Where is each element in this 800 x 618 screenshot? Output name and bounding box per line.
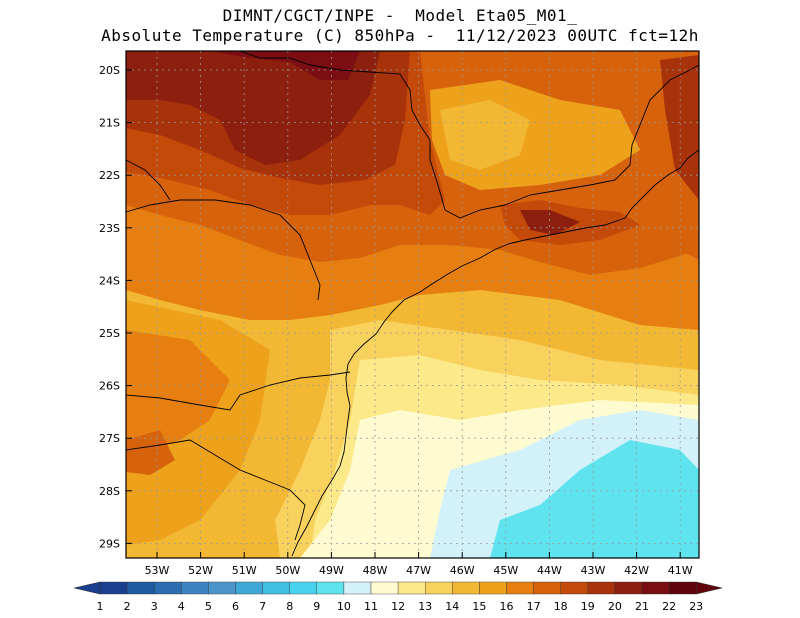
lat-label: 23S: [99, 222, 120, 235]
lon-label: 53W: [145, 564, 170, 577]
colorbar-swatch: [316, 581, 345, 595]
colorbar-swatch: [153, 581, 182, 595]
map-title-line-1: DIMNT/CGCT/INPE - Model Eta05_M01_: [222, 6, 578, 25]
longitude-labels: 53W 52W 51W 50W 49W 48W 47W 46W 45W 44W 43W 42W 41W: [145, 564, 693, 577]
lon-label: 44W: [537, 564, 562, 577]
colorbar-swatch: [208, 581, 236, 595]
colorbar-swatch: [641, 581, 670, 595]
lon-label: 48W: [363, 564, 388, 577]
lon-label: 52W: [188, 564, 213, 577]
colorbar-swatch: [235, 581, 263, 595]
colorbar-swatch: [614, 581, 643, 595]
colorbar-swatch: [397, 581, 426, 595]
colorbar-swatch: [262, 581, 290, 595]
field-21: [126, 51, 380, 165]
border-pr-sc: [126, 371, 351, 411]
border-pr-sp: [126, 199, 321, 301]
colorbar-label: 23: [689, 600, 703, 613]
lon-label: 45W: [493, 564, 518, 577]
lon-label: 43W: [581, 564, 606, 577]
lon-label: 46W: [450, 564, 475, 577]
colorbar-label: 17: [527, 600, 541, 613]
colorbar-swatch: [479, 581, 507, 595]
lat-label: 26S: [99, 380, 120, 393]
colorbar-swatch: [181, 581, 209, 595]
field-18-south: [126, 430, 175, 475]
temperature-field: [126, 51, 699, 558]
map-title-line-2: Absolute Temperature (C) 850hPa - 11/12/…: [101, 26, 699, 45]
colorbar-label: 4: [178, 600, 185, 613]
field-21-rj: [520, 210, 580, 235]
colorbar-label: 12: [391, 600, 405, 613]
colorbar-label: 7: [259, 600, 266, 613]
colorbar-swatch: [560, 581, 589, 595]
border-sc-rs: [126, 439, 306, 541]
lon-label: 50W: [275, 564, 300, 577]
colorbar-swatch: [587, 581, 616, 595]
colorbar-arrow-left: [73, 581, 101, 595]
colorbar-label: 13: [418, 600, 432, 613]
colorbar-label: 3: [151, 600, 158, 613]
colorbar-label: 8: [286, 600, 293, 613]
lat-label: 21S: [99, 117, 120, 130]
lat-label: 27S: [99, 432, 120, 445]
plot-frame: [125, 50, 700, 559]
border-sp-mg: [239, 51, 506, 219]
colorbar-swatch: [668, 581, 697, 595]
lon-label: 49W: [319, 564, 344, 577]
field-22: [210, 51, 360, 80]
field-10: [490, 440, 699, 558]
field-17-south: [126, 330, 230, 450]
colorbar-label: 2: [124, 600, 131, 613]
colorbar-swatch: [506, 581, 534, 595]
colorbar-label: 9: [313, 600, 320, 613]
colorbar-label: 1: [97, 600, 104, 613]
colorbar-label: 6: [232, 600, 239, 613]
lat-label: 24S: [99, 274, 120, 287]
border-mg-rj: [504, 64, 699, 206]
colorbar-label: 10: [337, 600, 351, 613]
colorbar-label: 16: [500, 600, 514, 613]
latitude-labels: 20S 21S 22S 23S 24S 25S 26S 27S 28S 29S: [99, 64, 120, 550]
colorbar-swatch: [126, 581, 155, 595]
lon-label: 47W: [406, 564, 431, 577]
colorbar-label: 22: [662, 600, 676, 613]
colorbar: [73, 581, 723, 595]
colorbar-swatch: [533, 581, 561, 595]
colorbar-swatch: [370, 581, 399, 595]
colorbar-swatch: [99, 581, 128, 595]
colorbar-arrow-right: [695, 581, 723, 595]
colorbar-swatch: [425, 581, 453, 595]
colorbar-label: 5: [205, 600, 212, 613]
border-ms-pr: [126, 159, 171, 201]
lon-label: 41W: [668, 564, 693, 577]
lat-label: 20S: [99, 64, 120, 77]
colorbar-label: 19: [581, 600, 595, 613]
colorbar-label: 18: [554, 600, 568, 613]
colorbar-swatch: [452, 581, 480, 595]
colorbar-swatch: [343, 581, 372, 595]
coastline-borders: [126, 51, 699, 557]
coastline: [291, 149, 699, 557]
colorbar-label: 21: [635, 600, 649, 613]
colorbar-label: 20: [608, 600, 622, 613]
field-20-east: [660, 55, 699, 200]
lat-lon-grid: [126, 51, 699, 558]
lat-label: 22S: [99, 169, 120, 182]
colorbar-swatch: [289, 581, 318, 595]
lat-label: 25S: [99, 327, 120, 340]
colorbar-label: 14: [445, 600, 459, 613]
colorbar-label: 15: [472, 600, 486, 613]
colorbar-labels: 1 2 3 4 5 6 7 8 9 10 11 12 13 14 15 16 17 18 19 20 21 22 23: [97, 600, 704, 613]
lon-label: 51W: [232, 564, 257, 577]
colorbar-label: 11: [364, 600, 378, 613]
lon-label: 42W: [624, 564, 649, 577]
lat-label: 28S: [99, 485, 120, 498]
lat-label: 29S: [99, 537, 120, 550]
